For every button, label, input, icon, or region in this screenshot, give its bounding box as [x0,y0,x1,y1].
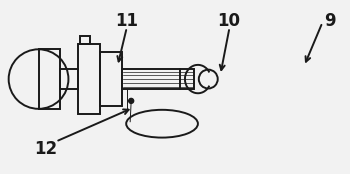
Text: 9: 9 [324,12,336,30]
Bar [78,44,100,114]
Text: 10: 10 [218,12,240,30]
Bar [80,36,90,44]
Text: 11: 11 [115,12,138,30]
Circle shape [129,98,134,103]
Bar [100,52,122,106]
Text: 12: 12 [34,140,58,158]
Bar [122,69,194,89]
Bar [38,49,61,109]
Bar [61,69,78,89]
